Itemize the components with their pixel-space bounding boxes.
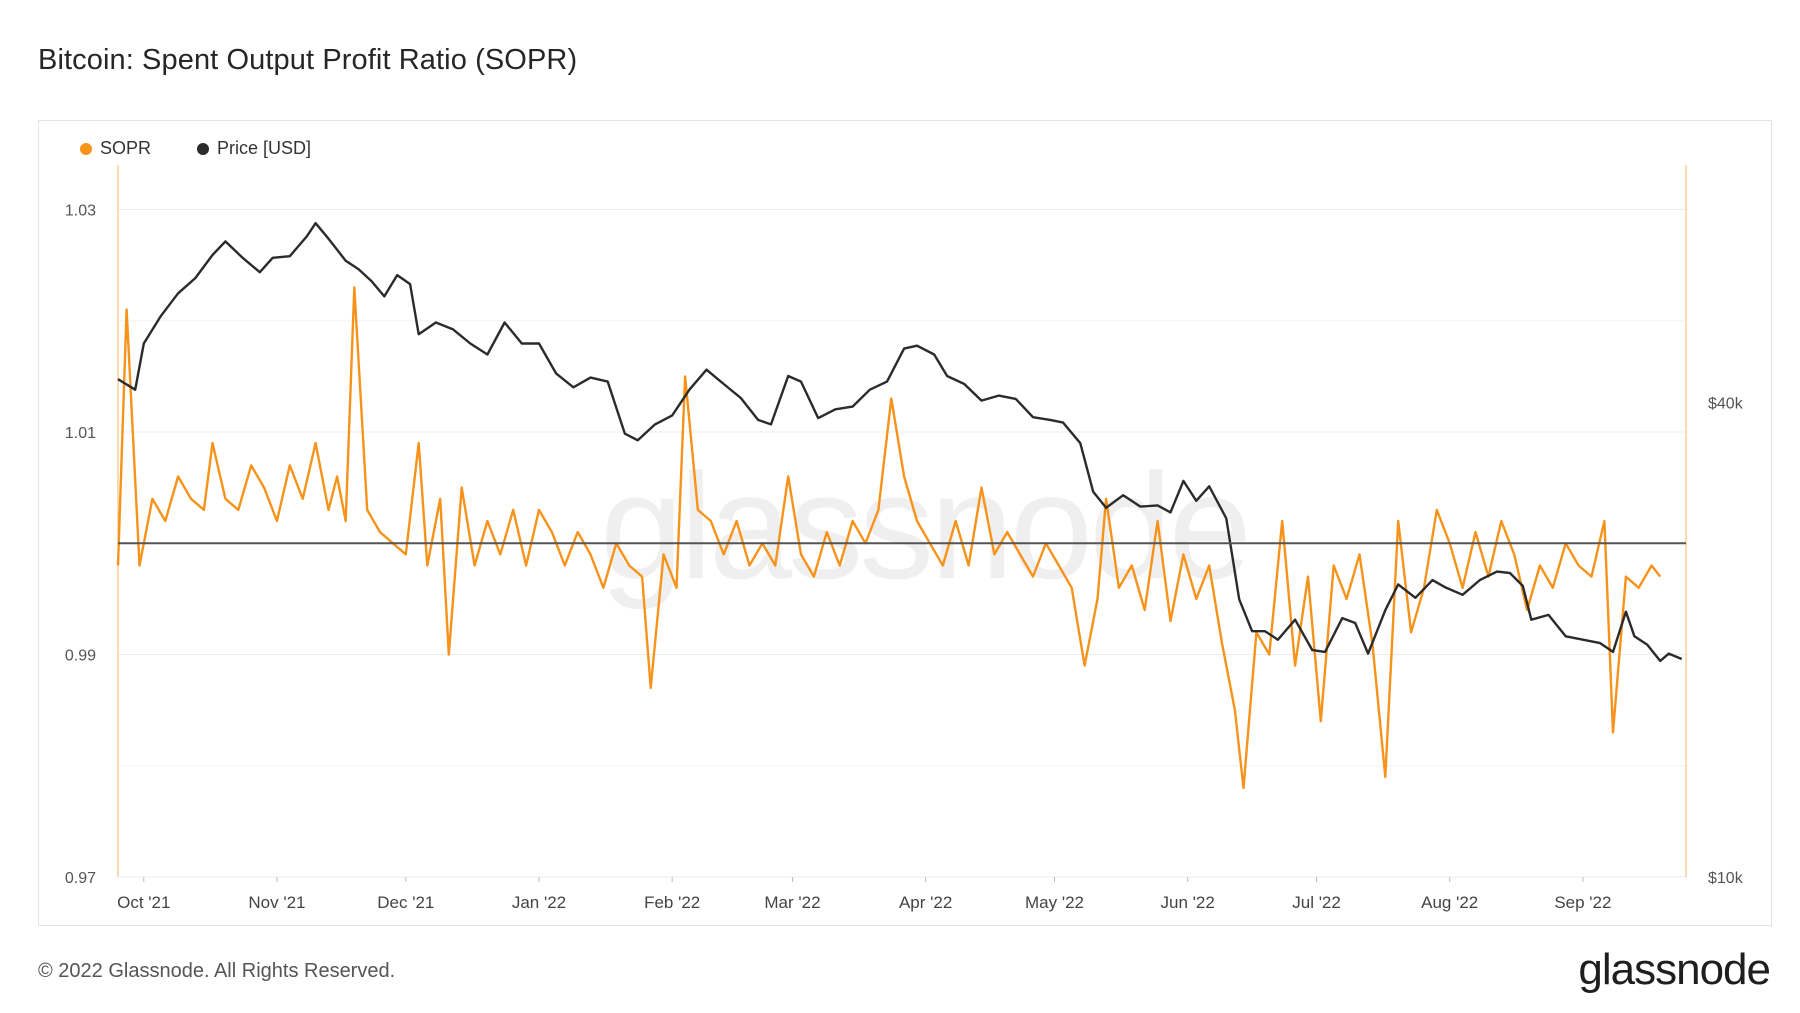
series-line-price [117,221,1683,663]
x-tick-label: Feb '22 [644,893,700,912]
x-tick-label: Aug '22 [1421,893,1478,912]
legend-swatch-sopr [80,142,92,155]
y-left-tick-label: 1.03 [65,203,96,220]
legend-swatch-price [197,142,210,155]
copyright-text: © 2022 Glassnode. All Rights Reserved. [38,960,396,982]
x-tick-label: Mar '22 [764,893,820,912]
x-tick-label: Oct '21 [117,893,170,912]
x-tick-label: Jan '22 [512,893,566,912]
legend-item-sopr[interactable]: SOPR [80,138,151,159]
chart-legend: SOPR Price [USD] [80,138,311,159]
legend-item-price[interactable]: Price [USD] [197,138,311,159]
chart-title: Bitcoin: Spent Output Profit Ratio (SOPR… [38,44,578,76]
brand-logo: glassnode [1578,945,1771,994]
y-right-tick-label: $10k [1708,870,1744,887]
series-line-sopr [116,286,1662,790]
x-tick-label: Nov '21 [248,893,305,912]
x-tick-label: Apr '22 [899,893,952,912]
x-tick-label: May '22 [1025,893,1084,912]
y-left-tick-label: 0.99 [65,648,96,665]
legend-label-sopr: SOPR [100,138,152,158]
x-tick-label: Jul '22 [1292,893,1341,912]
chart-panel [38,120,1772,926]
x-tick-label: Dec '21 [377,893,434,912]
legend-label-price: Price [USD] [217,138,312,158]
y-right-tick-label: $40k [1708,395,1744,412]
x-tick-label: Sep '22 [1554,893,1611,912]
watermark: glassnode [600,442,1252,610]
y-left-tick-label: 1.01 [65,425,96,442]
x-tick-label: Jun '22 [1161,893,1215,912]
y-left-tick-label: 0.97 [65,870,96,887]
